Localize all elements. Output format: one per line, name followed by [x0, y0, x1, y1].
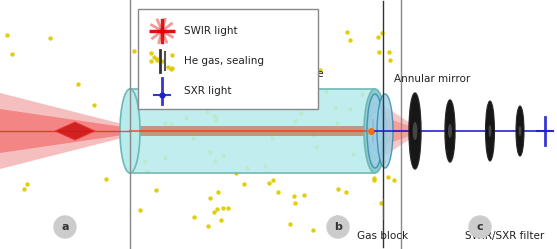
Polygon shape: [55, 122, 95, 140]
Text: Annular mirror: Annular mirror: [394, 74, 470, 84]
Ellipse shape: [377, 94, 393, 168]
Text: SXR light: SXR light: [184, 86, 232, 96]
Circle shape: [327, 216, 349, 238]
Ellipse shape: [409, 93, 421, 169]
Ellipse shape: [516, 106, 524, 156]
Bar: [130, 126, 375, 136]
Ellipse shape: [486, 101, 495, 161]
Ellipse shape: [488, 125, 491, 137]
Ellipse shape: [448, 124, 452, 138]
Ellipse shape: [413, 122, 418, 140]
Ellipse shape: [519, 126, 521, 136]
Bar: [130, 89, 375, 173]
Text: SWIR/SXR filter: SWIR/SXR filter: [466, 231, 545, 241]
Text: SWIR light: SWIR light: [184, 26, 238, 36]
Polygon shape: [0, 109, 130, 153]
Text: b: b: [334, 222, 342, 232]
Text: Antiresonant hollow-core fibre: Antiresonant hollow-core fibre: [166, 69, 324, 79]
Circle shape: [469, 216, 491, 238]
Ellipse shape: [445, 100, 455, 162]
Polygon shape: [0, 93, 130, 169]
Text: Gas block: Gas block: [358, 231, 409, 241]
Text: He gas, sealing: He gas, sealing: [184, 56, 264, 66]
Circle shape: [54, 216, 76, 238]
Ellipse shape: [364, 89, 386, 173]
Ellipse shape: [367, 94, 383, 168]
Polygon shape: [384, 106, 415, 156]
Text: c: c: [477, 222, 483, 232]
Bar: [138, 9, 318, 109]
Polygon shape: [371, 103, 375, 159]
Polygon shape: [371, 115, 375, 147]
Text: a: a: [61, 222, 69, 232]
Polygon shape: [384, 117, 415, 145]
Ellipse shape: [120, 89, 140, 173]
